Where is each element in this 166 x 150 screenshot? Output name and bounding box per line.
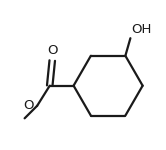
Text: OH: OH	[132, 23, 152, 36]
Text: O: O	[47, 44, 57, 57]
Text: O: O	[23, 99, 34, 112]
